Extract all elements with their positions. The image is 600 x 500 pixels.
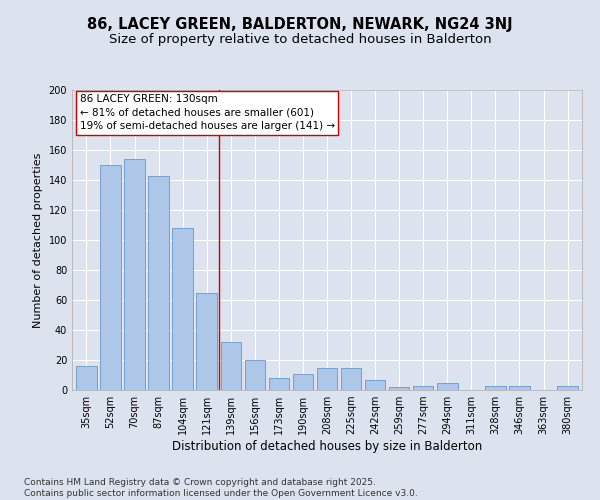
Bar <box>485 386 506 390</box>
Bar <box>124 159 145 390</box>
Text: Contains HM Land Registry data © Crown copyright and database right 2025.
Contai: Contains HM Land Registry data © Crown c… <box>24 478 418 498</box>
Bar <box>245 360 265 390</box>
Bar <box>76 366 97 390</box>
Bar <box>509 386 530 390</box>
Bar <box>196 292 217 390</box>
Bar <box>172 228 193 390</box>
Bar <box>365 380 385 390</box>
Text: 86, LACEY GREEN, BALDERTON, NEWARK, NG24 3NJ: 86, LACEY GREEN, BALDERTON, NEWARK, NG24… <box>87 18 513 32</box>
Bar <box>293 374 313 390</box>
Bar <box>413 386 433 390</box>
X-axis label: Distribution of detached houses by size in Balderton: Distribution of detached houses by size … <box>172 440 482 453</box>
Bar <box>100 165 121 390</box>
Bar <box>557 386 578 390</box>
Bar <box>269 378 289 390</box>
Bar <box>437 382 458 390</box>
Bar <box>221 342 241 390</box>
Bar <box>341 368 361 390</box>
Bar <box>317 368 337 390</box>
Bar <box>389 387 409 390</box>
Bar <box>148 176 169 390</box>
Text: 86 LACEY GREEN: 130sqm
← 81% of detached houses are smaller (601)
19% of semi-de: 86 LACEY GREEN: 130sqm ← 81% of detached… <box>80 94 335 131</box>
Y-axis label: Number of detached properties: Number of detached properties <box>33 152 43 328</box>
Text: Size of property relative to detached houses in Balderton: Size of property relative to detached ho… <box>109 32 491 46</box>
